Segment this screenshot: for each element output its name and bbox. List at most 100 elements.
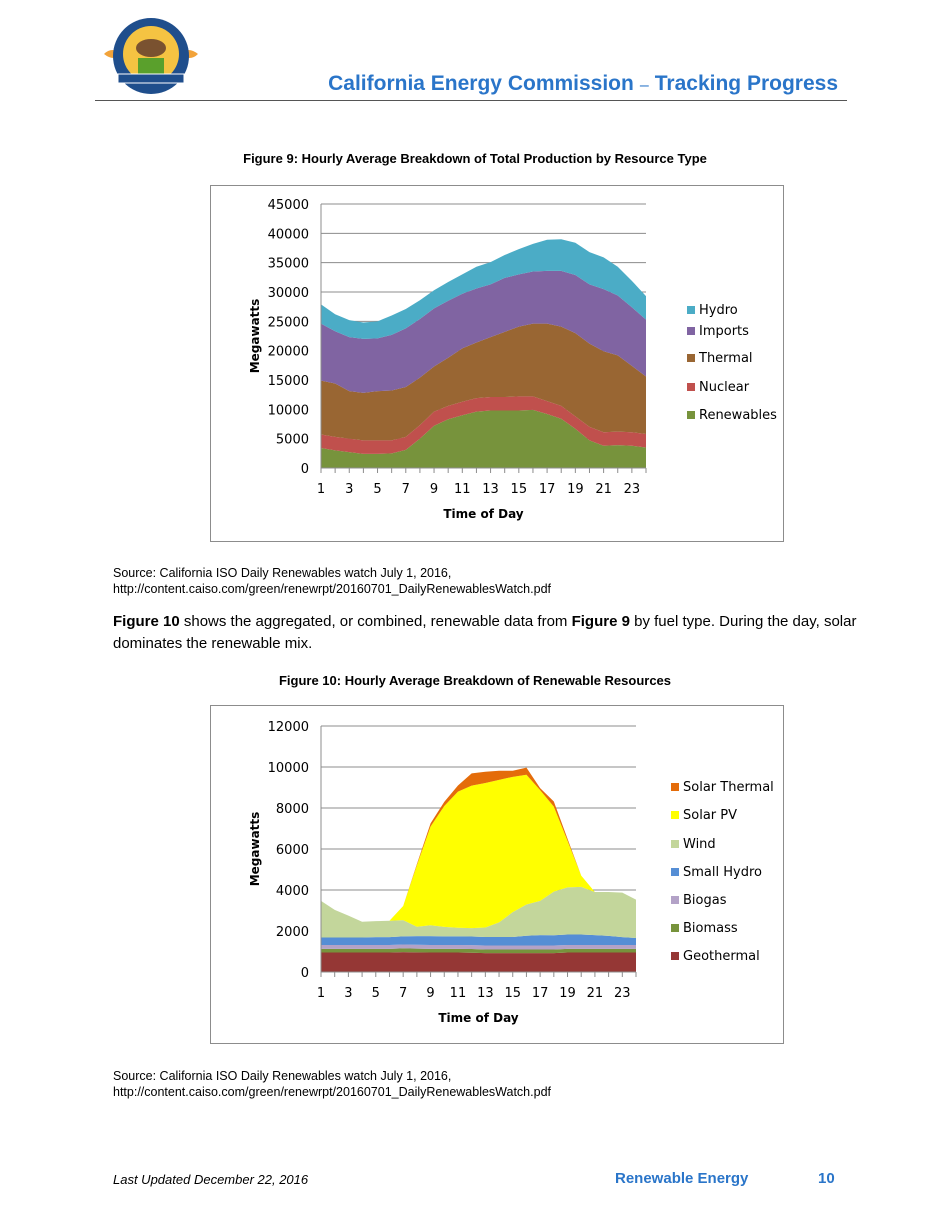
area-thermal xyxy=(321,323,646,441)
y-tick-label: 6000 xyxy=(276,843,309,858)
y-tick-label: 12000 xyxy=(268,720,309,735)
legend-swatch xyxy=(671,952,679,960)
legend-swatch xyxy=(671,811,679,819)
y-tick-label: 8000 xyxy=(276,802,309,817)
y-axis-title: Megawatts xyxy=(248,812,262,887)
x-tick-label: 5 xyxy=(373,482,381,497)
legend-swatch xyxy=(671,868,679,876)
legend-swatch xyxy=(687,383,695,391)
area-biogas xyxy=(321,944,636,950)
y-tick-label: 2000 xyxy=(276,925,309,940)
y-tick-label: 0 xyxy=(301,966,309,981)
legend-swatch xyxy=(687,411,695,419)
legend-label: Hydro xyxy=(699,303,738,318)
x-tick-label: 11 xyxy=(450,986,467,1001)
x-tick-label: 17 xyxy=(539,482,556,497)
figure-ref: Figure 9 xyxy=(571,613,630,630)
legend-label: Nuclear xyxy=(699,380,750,395)
paragraph-text: by fuel type. During the day, solar domi… xyxy=(113,613,857,652)
section-name: Tracking Progress xyxy=(654,72,838,95)
area-wind xyxy=(321,886,636,938)
source-url: http://content.caiso.com/green/renewrpt/… xyxy=(113,582,551,596)
y-tick-label: 0 xyxy=(301,462,309,477)
source-line: Source: California ISO Daily Renewables … xyxy=(113,566,452,580)
figure9-source: Source: California ISO Daily Renewables … xyxy=(113,565,551,597)
legend-label: Biomass xyxy=(683,921,738,936)
figure9-caption: Figure 9: Hourly Average Breakdown of To… xyxy=(243,151,707,166)
x-tick-label: 23 xyxy=(614,986,631,1001)
figure9-chart: 0 5000 10000 15000 20000 25000 30000 35000 40000… xyxy=(210,185,784,542)
legend-label: Small Hydro xyxy=(683,865,762,880)
x-axis-title: Time of Day xyxy=(438,1011,518,1025)
x-tick-label: 3 xyxy=(345,482,353,497)
x-tick-label: 17 xyxy=(532,986,549,1001)
legend-swatch xyxy=(671,924,679,932)
x-tick-label: 9 xyxy=(426,986,434,1001)
legend-label: Solar Thermal xyxy=(683,780,774,795)
x-tick-label: 1 xyxy=(317,986,325,1001)
x-tick-label: 15 xyxy=(504,986,521,1001)
legend-label: Renewables xyxy=(699,408,777,423)
source-url: http://content.caiso.com/green/renewrpt/… xyxy=(113,1085,551,1099)
y-tick-label: 5000 xyxy=(276,433,309,448)
header-separator: – xyxy=(639,77,649,94)
figure-ref: Figure 10 xyxy=(113,613,180,630)
y-tick-label: 45000 xyxy=(268,198,309,213)
legend-swatch xyxy=(687,327,695,335)
figure10-chart: 0 2000 4000 6000 8000 10000 12000 1 3 5 7 9 11 13 15 17… xyxy=(210,705,784,1044)
body-paragraph: Figure 10 shows the aggregated, or combi… xyxy=(113,611,873,655)
x-tick-label: 23 xyxy=(624,482,641,497)
area-imports xyxy=(321,270,646,393)
org-name: California Energy Commission xyxy=(328,72,634,95)
paragraph-text: shows the aggregated, or combined, renew… xyxy=(179,613,572,630)
legend-swatch xyxy=(687,306,695,314)
legend-label: Imports xyxy=(699,324,749,339)
legend-swatch xyxy=(671,783,679,791)
figure10-source: Source: California ISO Daily Renewables … xyxy=(113,1068,551,1100)
y-axis-title: Megawatts xyxy=(248,299,262,374)
x-tick-label: 1 xyxy=(317,482,325,497)
legend-label: Solar PV xyxy=(683,808,737,823)
y-tick-label: 10000 xyxy=(268,761,309,776)
x-tick-label: 21 xyxy=(587,986,604,1001)
legend-label: Geothermal xyxy=(683,949,760,964)
area-solar-pv xyxy=(321,774,636,929)
x-tick-label: 21 xyxy=(595,482,612,497)
page-number: 10 xyxy=(818,1170,835,1187)
legend-swatch xyxy=(671,896,679,904)
header-divider xyxy=(95,100,847,101)
x-tick-label: 15 xyxy=(511,482,528,497)
legend-label: Biogas xyxy=(683,893,727,908)
y-tick-label: 35000 xyxy=(268,257,309,272)
y-tick-label: 4000 xyxy=(276,884,309,899)
footer-section: Renewable Energy xyxy=(615,1170,749,1187)
figure10-caption: Figure 10: Hourly Average Breakdown of R… xyxy=(278,673,672,688)
x-tick-label: 11 xyxy=(454,482,471,497)
area-hydro xyxy=(321,239,646,339)
area-geothermal xyxy=(321,952,636,972)
legend-swatch xyxy=(671,840,679,848)
cec-logo xyxy=(100,14,202,100)
legend-swatch xyxy=(687,354,695,362)
x-axis-title: Time of Day xyxy=(443,507,523,521)
y-tick-label: 30000 xyxy=(268,286,309,301)
y-tick-label: 25000 xyxy=(268,315,309,330)
last-updated: Last Updated December 22, 2016 xyxy=(113,1172,309,1187)
x-tick-label: 7 xyxy=(399,986,407,1001)
x-tick-label: 3 xyxy=(344,986,352,1001)
legend-label: Thermal xyxy=(698,351,753,366)
x-tick-label: 19 xyxy=(559,986,576,1001)
legend-label: Wind xyxy=(683,837,716,852)
y-tick-label: 40000 xyxy=(268,227,309,242)
area-nuclear xyxy=(321,396,646,454)
area-small-hydro xyxy=(321,934,636,946)
x-tick-label: 9 xyxy=(430,482,438,497)
area-renewables xyxy=(321,409,646,468)
x-tick-label: 13 xyxy=(482,482,499,497)
x-tick-label: 7 xyxy=(402,482,410,497)
y-tick-label: 20000 xyxy=(268,345,309,360)
area-biomass xyxy=(321,948,636,954)
header-title: California Energy Commission – Tracking Pr… xyxy=(328,72,838,96)
source-line: Source: California ISO Daily Renewables … xyxy=(113,1069,452,1083)
y-tick-label: 15000 xyxy=(268,374,309,389)
